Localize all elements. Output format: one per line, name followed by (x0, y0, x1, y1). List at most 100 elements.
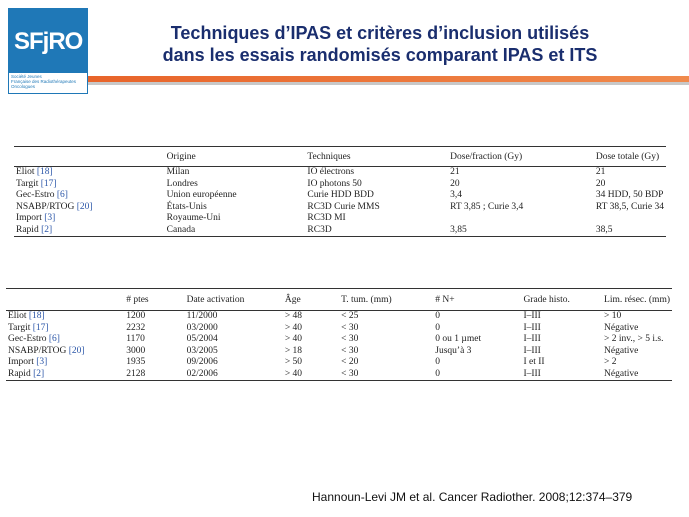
cell-technique: IO électrons (307, 167, 355, 177)
cell-dosetot: 34 HDD, 50 BDP (595, 190, 664, 200)
study-cell: Rapid [2] (6, 369, 124, 381)
column-header: Date activation (184, 288, 283, 311)
cell-age: > 50 (284, 357, 303, 367)
cell-origine: Londres (166, 178, 198, 189)
cell-grade: I–III (523, 311, 541, 321)
logo-line-3: Oncologues (11, 84, 36, 89)
study-cell: Eliot [18] (6, 311, 124, 323)
reference-link[interactable]: [18] (28, 311, 45, 321)
title-line-2: dans les essais randomisés comparant IPA… (162, 45, 598, 65)
column-header (14, 146, 165, 167)
table-row: Rapid [2] 2128 02/2006 > 40 < 30 0 I–III Négati… (6, 369, 672, 381)
cell-ptes: 3000 (126, 345, 146, 356)
cell-ttum: < 25 (341, 311, 359, 321)
cell-lim: Négative (604, 368, 639, 379)
cell-technique: IO photons 50 (307, 178, 362, 189)
column-header: Origine (164, 146, 306, 167)
study-cell: Targit [17] (6, 323, 124, 335)
logo-subtitle: Société Jeunes Française des Radiothérap… (8, 72, 88, 94)
slide-title: Techniques d’IPAS et critères d’inclusio… (100, 22, 660, 66)
logo-text: SFjRO (14, 28, 83, 55)
study-cell: NSABP/RTOG [20] (6, 346, 124, 358)
reference-link[interactable]: [6] (56, 190, 68, 200)
cell-age: > 40 (284, 334, 303, 344)
cell-origine: Royaume-Uni (166, 213, 221, 223)
table-row: Import [3] Royaume-Uni RC3D MI (14, 213, 666, 225)
cell-ptes: 1170 (126, 334, 145, 344)
title-accent-rule (88, 76, 689, 82)
cell-date: 02/2006 (186, 368, 218, 379)
cell-technique: RC3D Curie MMS (307, 201, 380, 212)
cell-technique: RC3D MI (307, 213, 346, 223)
reference-link[interactable]: [3] (36, 357, 48, 367)
cell-dosetot: 21 (595, 167, 606, 177)
column-header: # N+ (433, 288, 522, 311)
cell-dosetot: RT 38,5, Curie 34 (595, 201, 664, 212)
table-row: Gec-Estro [6] Union européenne Curie HDD B… (14, 190, 666, 202)
cell-lim: > 10 (604, 311, 622, 321)
cell-n: 0 (435, 322, 441, 333)
cell-ttum: < 30 (341, 334, 359, 344)
cell-origine: États-Unis (166, 201, 207, 212)
study-name: Rapid (16, 224, 39, 235)
reference-link[interactable]: [2] (33, 368, 45, 379)
cell-ttum: < 30 (341, 322, 359, 333)
study-name: Import (16, 213, 42, 223)
study-name: Eliot (8, 311, 27, 321)
study-cell: Import [3] (14, 213, 165, 225)
sfjro-logo: SFjRO Société Jeunes Française des Radio… (8, 8, 88, 94)
cell-grade: I–III (523, 334, 541, 344)
column-header: T. tum. (mm) (339, 288, 434, 311)
logo-line-2: Française des Radiothérapeutes (11, 79, 77, 84)
cell-age: > 48 (284, 311, 303, 321)
table-row: Eliot [18] 1200 11/2000 > 48 < 25 0 I–III > 10 (6, 311, 672, 323)
cell-grade: I–III (523, 345, 541, 356)
cell-grade: I–III (523, 368, 541, 379)
cell-dosetot: 38,5 (595, 224, 613, 235)
study-name: Import (8, 357, 34, 367)
reference-link[interactable]: [17] (32, 322, 49, 333)
study-name: Eliot (16, 167, 35, 177)
study-cell: Eliot [18] (14, 167, 165, 179)
cell-ptes: 2232 (126, 322, 146, 333)
cell-technique: Curie HDD BDD (307, 190, 374, 200)
reference-link[interactable]: [6] (48, 334, 60, 344)
title-shadow-rule (88, 82, 689, 85)
table-row: Targit [17] Londres IO photons 50 20 20 (14, 179, 666, 191)
cell-age: > 40 (284, 368, 303, 379)
study-cell: Rapid [2] (14, 225, 165, 237)
cell-dosefrac: RT 3,85 ; Curie 3,4 (450, 201, 524, 212)
cell-lim: > 2 inv., > 5 i.s. (604, 334, 664, 344)
study-name: Targit (8, 322, 31, 333)
cell-n: 0 (435, 357, 441, 367)
cell-date: 03/2000 (186, 322, 218, 333)
cell-age: > 18 (284, 345, 303, 356)
reference-link[interactable]: [20] (76, 201, 93, 212)
reference-link[interactable]: [20] (68, 345, 85, 356)
study-name: Gec-Estro (8, 334, 47, 344)
cell-n: 0 ou 1 µmet (435, 334, 482, 344)
table-row: NSABP/RTOG [20] États-Unis RC3D Curie MMS R… (14, 202, 666, 214)
cell-dosetot (594, 213, 666, 225)
reference-link[interactable]: [18] (36, 167, 53, 177)
cell-ttum: < 20 (341, 357, 359, 367)
cell-dosefrac (448, 213, 594, 225)
table-row: Rapid [2] Canada RC3D 3,85 38,5 (14, 225, 666, 237)
cell-origine: Union européenne (166, 190, 237, 200)
cell-ptes: 1935 (126, 357, 146, 367)
study-cell: Gec-Estro [6] (14, 190, 165, 202)
cell-lim: > 2 (604, 357, 617, 367)
column-header: Âge (282, 288, 340, 311)
cell-ptes: 2128 (126, 368, 146, 379)
cell-dosetot: 20 (595, 178, 606, 189)
column-header: Techniques (305, 146, 449, 167)
cell-date: 05/2004 (186, 334, 218, 344)
cell-origine: Milan (166, 167, 190, 177)
cell-grade: I et II (523, 357, 545, 367)
reference-link[interactable]: [17] (40, 178, 57, 189)
reference-link[interactable]: [2] (41, 224, 53, 235)
title-line-1: Techniques d’IPAS et critères d’inclusio… (170, 23, 590, 43)
reference-link[interactable]: [3] (44, 213, 56, 223)
cell-date: 03/2005 (186, 345, 218, 356)
column-header (6, 288, 125, 311)
